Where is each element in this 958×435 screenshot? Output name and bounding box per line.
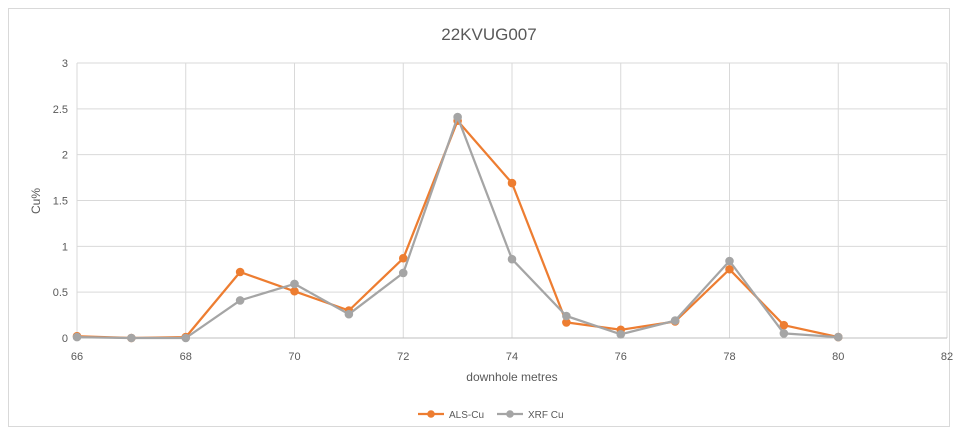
x-tick-label: 78: [723, 351, 735, 363]
data-point: [779, 329, 789, 338]
y-tick-label: 2.5: [53, 104, 68, 116]
legend-item: ALS-Cu: [418, 410, 484, 421]
y-tick-label: 3: [62, 58, 68, 70]
legend-swatch-marker: [427, 410, 435, 418]
data-point: [235, 267, 245, 277]
data-point: [344, 309, 354, 319]
data-point: [670, 316, 680, 325]
x-tick-label: 70: [288, 351, 300, 363]
y-tick-label: 1: [62, 241, 68, 253]
data-point: [290, 286, 299, 296]
legend-swatch-marker: [506, 410, 514, 418]
x-tick-label: 82: [941, 351, 953, 363]
data-point: [127, 333, 136, 343]
x-tick-label: 72: [397, 351, 409, 363]
data-point: [453, 112, 462, 122]
y-tick-label: 0: [62, 333, 68, 345]
data-point: [235, 296, 245, 305]
data-point: [398, 268, 408, 278]
data-point: [398, 253, 408, 263]
x-tick-label: 76: [615, 351, 627, 363]
data-point: [779, 320, 789, 330]
data-point: [290, 279, 299, 289]
y-tick-label: 1.5: [53, 196, 68, 208]
series-group: [72, 112, 843, 343]
data-point: [181, 333, 191, 343]
gridlines: [76, 62, 948, 339]
data-point: [725, 264, 734, 274]
x-tick-label: 66: [71, 351, 83, 363]
data-point: [562, 311, 571, 321]
data-point: [725, 256, 734, 266]
x-tick-label: 80: [832, 351, 844, 363]
data-point: [507, 254, 517, 264]
y-axis-title: Cu%: [29, 188, 43, 214]
x-axis-title: downhole metres: [466, 370, 557, 384]
series: [72, 112, 843, 343]
legend-label: ALS-Cu: [449, 410, 484, 421]
chart-title: 22KVUG007: [441, 25, 536, 44]
legend-item: XRF Cu: [497, 410, 564, 421]
chart-area: [8, 8, 950, 427]
data-point: [616, 330, 626, 339]
legend-label: XRF Cu: [528, 410, 564, 421]
y-tick-label: 2: [62, 150, 68, 162]
data-point: [507, 178, 517, 188]
x-tick-label: 68: [180, 351, 192, 363]
tick-labels: 0 0.5 1 1.5 2 2.5 3 66 68 70 72 74 76 78 80 82: [53, 58, 953, 363]
legend: ALS-Cu XRF Cu: [418, 410, 564, 421]
data-point: [72, 332, 82, 342]
y-tick-label: 0.5: [53, 287, 68, 299]
x-tick-label: 74: [506, 351, 518, 363]
data-point: [833, 332, 843, 342]
